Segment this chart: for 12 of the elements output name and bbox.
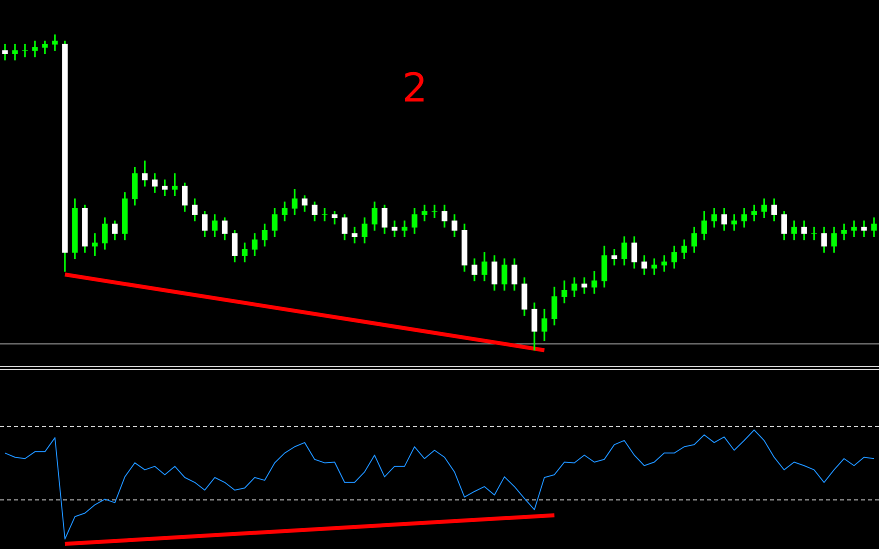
candlestick [402,220,408,237]
candlestick [841,224,847,240]
annotation: 2 [402,65,428,112]
candlestick [861,220,867,237]
candlestick [2,44,8,60]
candlestick [811,226,817,240]
candlestick [22,44,28,58]
candlestick [392,220,398,237]
candlestick [52,34,58,51]
candlestick [432,204,438,218]
candlestick [851,220,857,237]
candlestick [12,44,18,60]
